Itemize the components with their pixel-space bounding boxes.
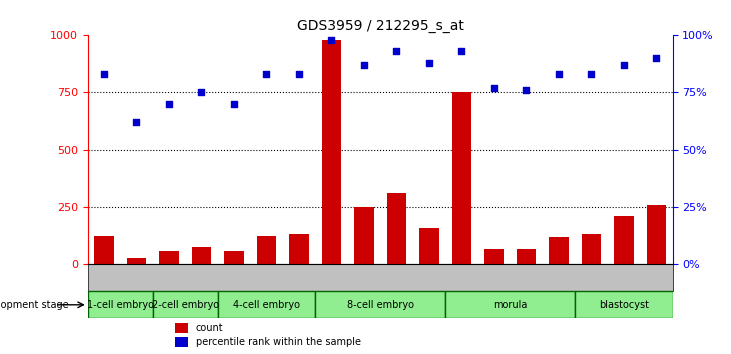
Text: 1-cell embryo: 1-cell embryo <box>87 300 154 310</box>
Bar <box>257 236 276 264</box>
Bar <box>175 337 189 347</box>
Point <box>586 72 597 77</box>
Bar <box>517 249 536 264</box>
Bar <box>452 92 471 264</box>
Bar <box>94 236 114 264</box>
Bar <box>549 238 569 264</box>
Text: morula: morula <box>493 300 527 310</box>
Point <box>163 101 175 107</box>
Bar <box>322 40 341 264</box>
Bar <box>445 291 575 319</box>
Point <box>196 90 208 95</box>
Point <box>98 72 110 77</box>
Point <box>455 48 467 54</box>
Point <box>553 72 564 77</box>
Text: development stage: development stage <box>0 300 69 310</box>
Text: 2-cell embryo: 2-cell embryo <box>151 300 219 310</box>
Bar <box>192 247 211 264</box>
Bar <box>175 322 189 333</box>
Point <box>131 119 143 125</box>
Bar <box>387 193 406 264</box>
Bar <box>153 291 218 319</box>
Bar <box>582 234 601 264</box>
Text: count: count <box>196 323 224 333</box>
Point <box>228 101 240 107</box>
Point <box>488 85 500 91</box>
Bar <box>419 228 439 264</box>
Bar <box>484 249 504 264</box>
Bar <box>646 205 666 264</box>
Point <box>618 62 629 68</box>
Text: percentile rank within the sample: percentile rank within the sample <box>196 337 361 347</box>
Point <box>325 37 337 43</box>
Bar <box>354 207 374 264</box>
Bar <box>88 291 153 319</box>
Text: 8-cell embryo: 8-cell embryo <box>346 300 414 310</box>
Bar <box>218 291 315 319</box>
Bar <box>88 264 673 291</box>
Point <box>423 60 435 65</box>
Point <box>358 62 370 68</box>
Bar <box>159 251 178 264</box>
Bar <box>289 234 308 264</box>
Bar <box>126 258 146 264</box>
Title: GDS3959 / 212295_s_at: GDS3959 / 212295_s_at <box>297 19 463 33</box>
Bar <box>575 291 673 319</box>
Text: blastocyst: blastocyst <box>599 300 649 310</box>
Point <box>520 87 532 93</box>
Point <box>651 55 662 61</box>
Bar <box>614 216 634 264</box>
Bar <box>315 291 445 319</box>
Bar <box>224 251 243 264</box>
Point <box>260 72 272 77</box>
Point <box>390 48 402 54</box>
Text: 4-cell embryo: 4-cell embryo <box>233 300 300 310</box>
Point <box>293 72 305 77</box>
